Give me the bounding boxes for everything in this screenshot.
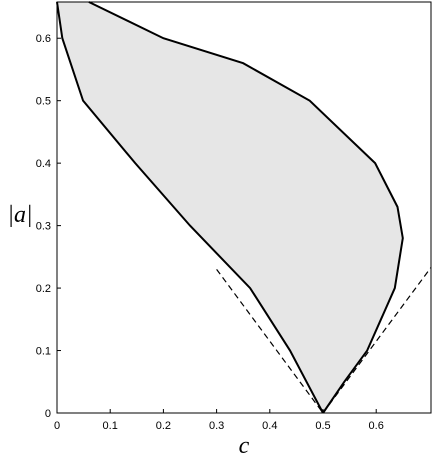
x-tick-label: 0.4 [262, 420, 277, 432]
region [57, 2, 403, 413]
x-tick-label: 0.5 [315, 420, 330, 432]
boundary-line [56, 1, 324, 414]
y-tick-label: 0.3 [36, 221, 51, 233]
x-tick-label: 0.3 [209, 420, 224, 432]
y-tick-label: 0.4 [36, 158, 51, 170]
y-tick-label: 0 [45, 408, 51, 420]
y-tick-label: 0.6 [36, 33, 51, 45]
y-axis-label: |a| [7, 202, 32, 228]
y-tick-label: 0.5 [36, 96, 51, 108]
x-tick-label: 0.1 [103, 420, 118, 432]
y-tick-label: 0.1 [36, 346, 51, 358]
tangent-line [322, 267, 432, 414]
boundary-line [88, 1, 404, 414]
x-axis-label: c [239, 433, 250, 459]
x-tick-label: 0.6 [369, 420, 384, 432]
plot-frame [56, 1, 432, 414]
y-tick-label: 0.2 [36, 283, 51, 295]
x-tick-label: 0 [54, 420, 60, 432]
x-tick-label: 0.2 [156, 420, 171, 432]
